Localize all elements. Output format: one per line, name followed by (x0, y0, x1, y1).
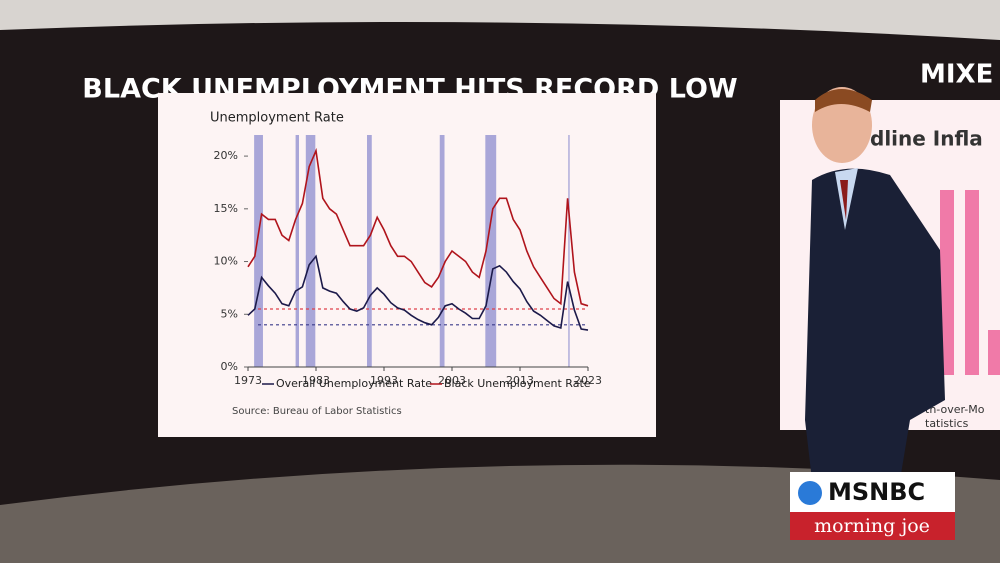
show: morning joe (814, 515, 930, 537)
x-tick-label: 2023 (574, 374, 602, 387)
recession-band (485, 135, 497, 367)
right-bar (988, 330, 1000, 375)
right-note: th-over-Mo (925, 403, 985, 416)
recession-band (254, 135, 263, 367)
right-note: tatistics (925, 417, 969, 430)
recession-band (439, 135, 445, 367)
legend-label: Black Unemployment Rate (444, 377, 591, 390)
plot: 0% 5% 10% 15% 20% 1973 1983 1993 2003 2013 2023 Ove… (214, 135, 602, 390)
y-axis-label: Unemployment Rate (210, 111, 344, 126)
recession-band (568, 135, 570, 367)
x-tick-label: 1993 (370, 374, 398, 387)
logo-peacock (798, 481, 822, 505)
y-tick-label: 20% (214, 149, 238, 162)
right-title: MIXE (920, 60, 993, 90)
recession-band (367, 135, 372, 367)
x-tick-label: 2003 (438, 374, 466, 387)
source: Source: Bureau of Labor Statistics (232, 406, 402, 417)
series-line (247, 254, 589, 331)
show-box (790, 512, 955, 540)
y-tick-label: 10% (214, 255, 238, 268)
presenter (805, 87, 945, 481)
legend-label: Overall Unemployment Rate (276, 377, 432, 390)
series-line (247, 147, 589, 307)
x-tick-label: 1973 (234, 374, 262, 387)
y-tick-label: 15% (214, 202, 238, 215)
y-tick-label: 0% (221, 360, 238, 373)
y-tick-label: 5% (221, 307, 238, 320)
right-subtitle: dline Infla (870, 127, 983, 151)
network: MSNBC (828, 478, 925, 506)
right-bar (940, 190, 954, 375)
recession-band (305, 135, 316, 367)
right-bar (965, 190, 979, 375)
x-tick-label: 1983 (302, 374, 330, 387)
recession-band (295, 135, 299, 367)
x-tick-label: 2013 (506, 374, 534, 387)
